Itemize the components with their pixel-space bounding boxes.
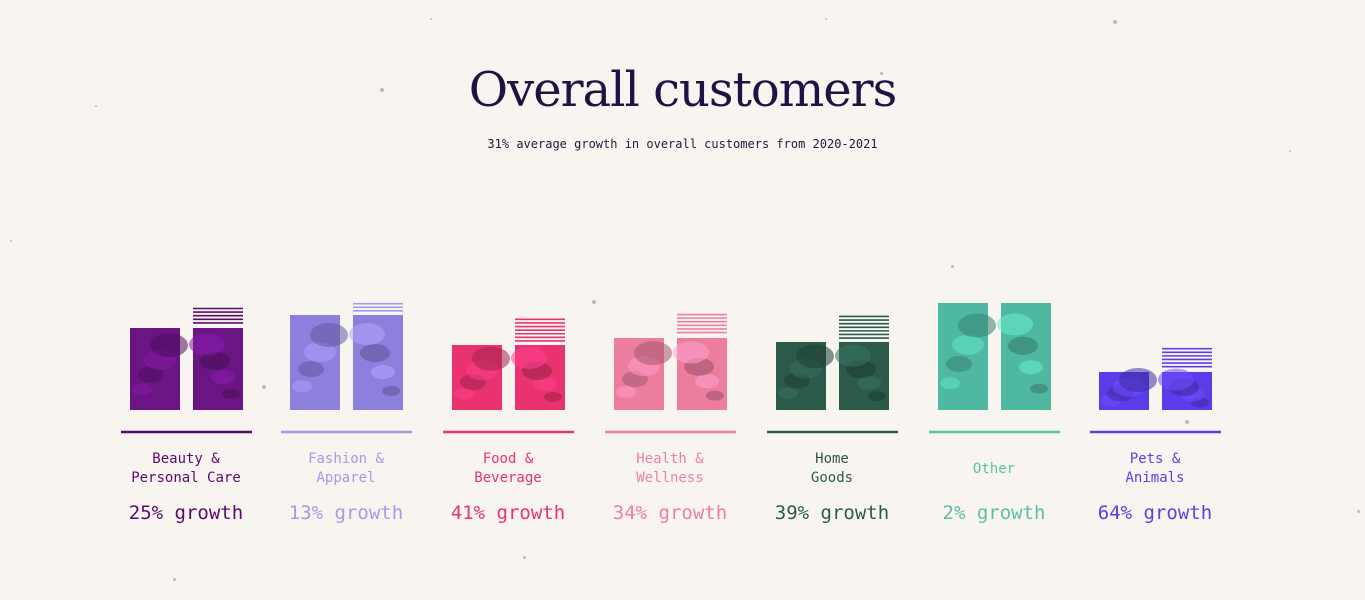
image-texture (1158, 368, 1194, 391)
category-label: Home Goods (742, 450, 922, 488)
category-label-line: Personal Care (131, 470, 241, 486)
category-label: Food & Beverage (418, 450, 598, 488)
category-label-line: Pets & (1129, 451, 1181, 467)
category-label-line: Wellness (636, 470, 704, 486)
image-texture (695, 374, 719, 389)
growth-value: 64% growth (1097, 502, 1213, 524)
image-texture (544, 392, 562, 402)
category-label: Other (904, 460, 1084, 479)
growth-value: 2% growth (942, 502, 1046, 524)
bar-group-3 (605, 313, 736, 434)
image-texture (952, 334, 984, 355)
image-texture (1030, 383, 1048, 394)
category-label: Health & Wellness (580, 450, 760, 488)
image-texture (310, 322, 348, 347)
chart-subtitle: 31% average growth in overall customers … (487, 137, 878, 151)
image-texture (634, 341, 672, 366)
image-texture (189, 333, 225, 356)
image-texture (940, 377, 960, 390)
image-texture (349, 323, 385, 345)
image-texture (472, 346, 510, 371)
growth-value: 39% growth (774, 502, 890, 524)
image-texture (292, 380, 312, 393)
growth-value: 34% growth (612, 502, 728, 524)
category-label-line: Apparel (316, 470, 376, 486)
bar-group-5 (929, 303, 1060, 434)
image-texture (1019, 360, 1043, 375)
category-label-line: Fashion & (308, 451, 384, 467)
image-texture (857, 375, 881, 390)
image-texture (1119, 367, 1157, 392)
image-texture (150, 333, 188, 358)
image-texture (200, 351, 230, 370)
bar-group-6 (1090, 347, 1221, 434)
category-label: Fashion & Apparel (256, 450, 436, 488)
image-texture (138, 366, 164, 383)
category-label-line: Other (972, 461, 1016, 477)
image-texture (382, 386, 400, 396)
image-texture (868, 391, 886, 402)
image-texture (835, 344, 871, 367)
image-texture (533, 377, 557, 391)
growth-value: 41% growth (450, 502, 566, 524)
category-label: Pets & Animals (1065, 450, 1245, 488)
category-label-line: Animals (1125, 470, 1185, 486)
image-texture (673, 341, 709, 364)
image-texture (997, 313, 1033, 336)
image-texture (211, 370, 235, 385)
image-texture (616, 386, 636, 398)
category-label-line: Goods (810, 470, 854, 486)
category-label-line: Beverage (474, 470, 542, 486)
image-texture (778, 387, 798, 399)
image-texture (454, 387, 474, 400)
bar-group-1 (281, 302, 412, 434)
category-label-line: Home (815, 451, 849, 467)
category-label-line: Health & (636, 451, 704, 467)
image-texture (298, 361, 324, 378)
image-texture (132, 383, 152, 396)
category-label: Beauty & Personal Care (96, 450, 276, 488)
image-texture (796, 344, 834, 369)
bar-group-4 (767, 315, 898, 434)
image-texture (222, 388, 240, 399)
image-texture (706, 390, 724, 401)
growth-value: 25% growth (128, 502, 244, 524)
chart-title: Overall customers (468, 62, 898, 118)
image-texture (360, 344, 390, 362)
bar-group-2 (443, 318, 574, 434)
image-texture (1008, 336, 1038, 355)
image-texture (958, 313, 996, 338)
category-label-line: Beauty & (152, 451, 220, 467)
growth-value: 13% growth (288, 502, 404, 524)
image-texture (946, 355, 972, 372)
category-label-line: Food & (482, 451, 534, 467)
image-texture (371, 365, 395, 379)
image-texture (304, 342, 336, 363)
image-texture (511, 347, 547, 369)
bar-group-0 (121, 307, 252, 434)
